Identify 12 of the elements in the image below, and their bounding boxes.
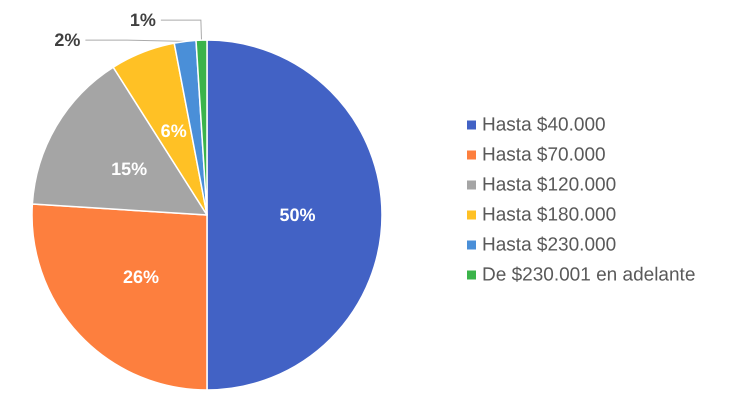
data-label: 50% — [279, 205, 316, 225]
legend-label: Hasta $230.000 — [482, 234, 616, 256]
data-label: 2% — [54, 30, 80, 50]
data-label: 1% — [130, 10, 156, 30]
legend-label: Hasta $70.000 — [482, 144, 606, 166]
legend-label: Hasta $120.000 — [482, 174, 616, 196]
data-label: 15% — [111, 158, 148, 179]
data-label: 26% — [123, 266, 160, 287]
legend-label: Hasta $180.000 — [482, 204, 616, 226]
legend-label: De $230.001 en adelante — [482, 264, 696, 286]
data-label: 6% — [160, 120, 187, 141]
legend-label: Hasta $40.000 — [482, 114, 606, 136]
